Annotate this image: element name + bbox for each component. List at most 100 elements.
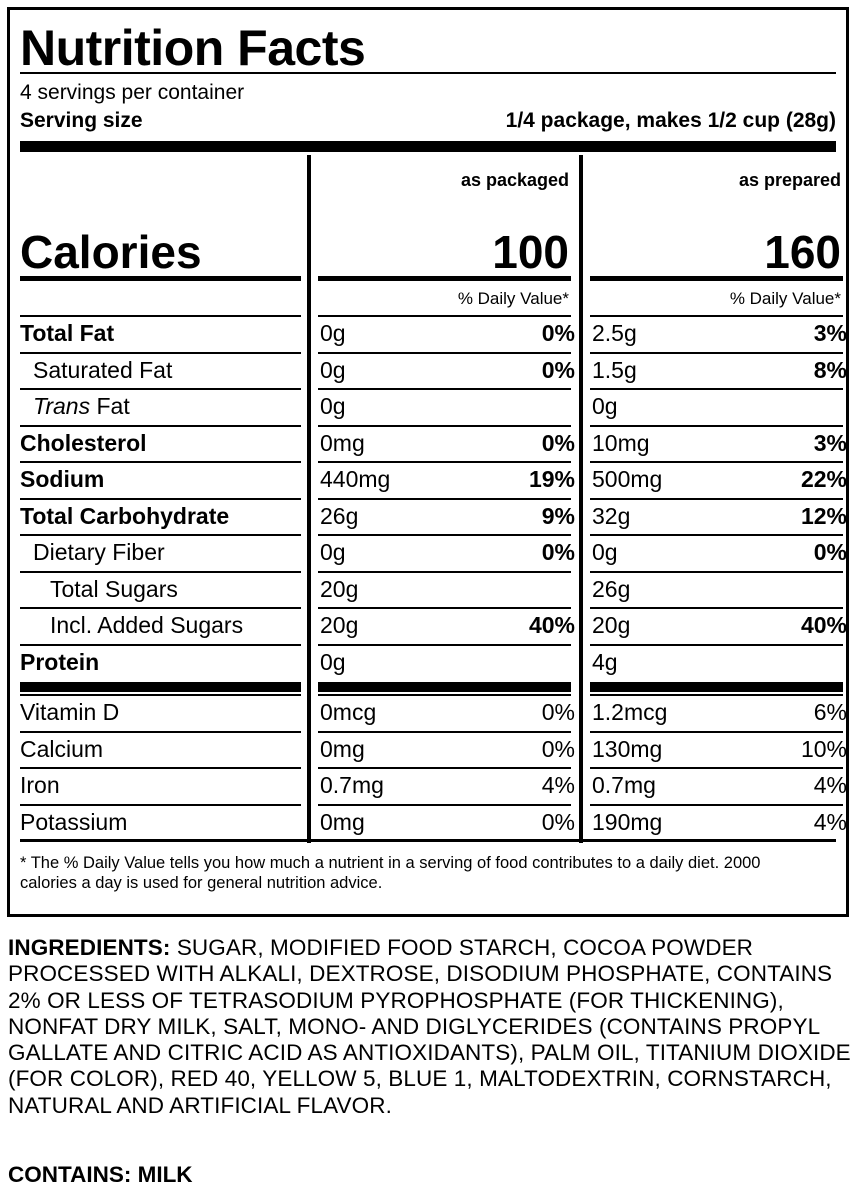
nutrient-name-rest: Fat: [90, 393, 130, 419]
nutrient-rule-prepared: [590, 682, 843, 692]
nutrient-name: Trans Fat: [33, 388, 130, 422]
row-rule-packaged: [318, 803, 571, 806]
row-rule-packaged: [318, 497, 571, 500]
row-rule-name: [20, 643, 301, 646]
nutrient-name-italic: Trans: [33, 393, 91, 419]
percent-packaged: 40%: [528, 612, 575, 638]
nutrient-row: Protein 0g 4g: [10, 643, 852, 680]
row-rule-packaged: [318, 607, 571, 609]
amount-prepared: 2.5g: [592, 320, 637, 346]
nutrient-name: Calcium: [20, 735, 104, 762]
amount-packaged: 26g: [320, 502, 359, 529]
servings-per-container: 4 servings per container: [20, 81, 245, 104]
nutrient-row: Saturated Fat 0g 0% 1.5g 8%: [10, 351, 852, 388]
percent-prepared: 0%: [813, 539, 847, 565]
nutrient-name: Cholesterol: [20, 429, 147, 456]
calories-rule-prepared: [590, 276, 843, 281]
percent-packaged: 0%: [541, 699, 575, 725]
row-rule-packaged: [318, 730, 571, 733]
daily-value-header-prepared: % Daily Value*: [729, 289, 841, 308]
column-divider-2: [579, 155, 583, 843]
row-rule-packaged: [318, 461, 571, 463]
row-rule-packaged: [318, 388, 571, 390]
row-rule-name: [20, 534, 301, 536]
calories-prepared: 160: [764, 226, 841, 278]
row-rule-prepared: [590, 694, 843, 696]
calories-label: Calories: [20, 226, 202, 278]
nutrient-row: Total Sugars 20g 26g: [10, 570, 852, 607]
nutrient-name: Protein: [20, 648, 100, 675]
row-rule-name: [20, 767, 301, 769]
row-rule-name: [20, 730, 301, 733]
row-rule-name: [20, 461, 301, 463]
percent-prepared: 3%: [813, 429, 847, 456]
nutrient-row: Sodium 440mg 19% 500mg 22%: [10, 461, 852, 497]
percent-prepared: 4%: [813, 772, 847, 798]
row-rule-prepared: [590, 570, 843, 573]
amount-prepared: 32g: [592, 502, 631, 529]
row-rule-prepared: [590, 534, 843, 536]
amount-prepared: 0g: [592, 539, 618, 565]
percent-packaged: 0%: [541, 808, 575, 835]
row-rule-prepared: [590, 730, 843, 733]
percent-prepared: 12%: [800, 502, 847, 529]
title-rule: [20, 72, 836, 74]
row-rule-prepared: [590, 803, 843, 806]
vitamin-row: Iron 0.7mg 4% 0.7mg 4%: [10, 767, 852, 803]
amount-packaged: 20g: [320, 612, 359, 638]
amount-packaged: 0g: [320, 393, 346, 419]
row-rule-packaged: [318, 351, 571, 354]
row-rule-prepared: [590, 607, 843, 609]
amount-prepared: 26g: [592, 575, 631, 602]
nutrient-row: Total Fat 0g 0% 2.5g 3%: [10, 315, 852, 351]
amount-prepared: 190mg: [592, 808, 663, 835]
row-rule-packaged: [318, 694, 571, 696]
percent-packaged: 4%: [541, 772, 575, 798]
amount-packaged: 0g: [320, 356, 346, 383]
ingredients-text: SUGAR, MODIFIED FOOD STARCH, COCOA POWDE…: [8, 935, 851, 1118]
row-rule-packaged: [318, 315, 571, 317]
amount-packaged: 0mcg: [320, 699, 377, 725]
amount-packaged: 0mg: [320, 735, 365, 762]
nutrient-row: Trans Fat 0g 0g: [10, 388, 852, 424]
percent-packaged: 0%: [541, 356, 575, 383]
row-rule-prepared: [590, 767, 843, 769]
amount-prepared: 1.5g: [592, 356, 637, 383]
row-rule-name: [20, 607, 301, 609]
row-rule-packaged: [318, 534, 571, 536]
row-rule-prepared: [590, 315, 843, 317]
serving-size-value: 1/4 package, makes 1/2 cup (28g): [505, 109, 836, 132]
row-rule-prepared: [590, 643, 843, 646]
footnote: * The % Daily Value tells you how much a…: [20, 854, 761, 892]
nutrient-name: Total Sugars: [50, 575, 178, 602]
percent-packaged: 0%: [541, 539, 575, 565]
serving-size-label: Serving size: [20, 109, 143, 132]
nutrient-row: Total Carbohydrate 26g 9% 32g 12%: [10, 497, 852, 534]
serving-rule: [20, 141, 836, 152]
percent-prepared: 3%: [813, 320, 847, 346]
nutrient-name: Vitamin D: [20, 699, 120, 725]
allergen-statement: CONTAINS: MILK: [8, 1162, 193, 1187]
amount-prepared: 0g: [592, 393, 618, 419]
row-rule-packaged: [318, 643, 571, 646]
nutrition-facts-title: Nutrition Facts: [20, 20, 366, 76]
percent-prepared: 8%: [813, 356, 847, 383]
vitamin-row: Vitamin D 0mcg 0% 1.2mcg 6%: [10, 694, 852, 730]
percent-prepared: 6%: [813, 699, 847, 725]
nutrient-name: Total Carbohydrate: [20, 502, 230, 529]
nutrient-name: Incl. Added Sugars: [50, 612, 244, 638]
row-rule-prepared: [590, 497, 843, 500]
row-rule-name: [20, 497, 301, 500]
nutrient-rule-name: [20, 682, 301, 692]
column-header-packaged: as packaged: [460, 170, 569, 190]
percent-packaged: 0%: [541, 320, 575, 346]
row-rule-packaged: [318, 424, 571, 427]
amount-prepared: 4g: [592, 648, 618, 675]
ingredients-statement: INGREDIENTS: SUGAR, MODIFIED FOOD STARCH…: [8, 935, 854, 1119]
row-rule-name: [20, 803, 301, 806]
percent-prepared: 10%: [800, 735, 847, 762]
nutrient-row: Dietary Fiber 0g 0% 0g 0%: [10, 534, 852, 570]
calories-rule-name: [20, 276, 301, 281]
column-divider-1: [307, 155, 311, 843]
amount-packaged: 0g: [320, 320, 346, 346]
